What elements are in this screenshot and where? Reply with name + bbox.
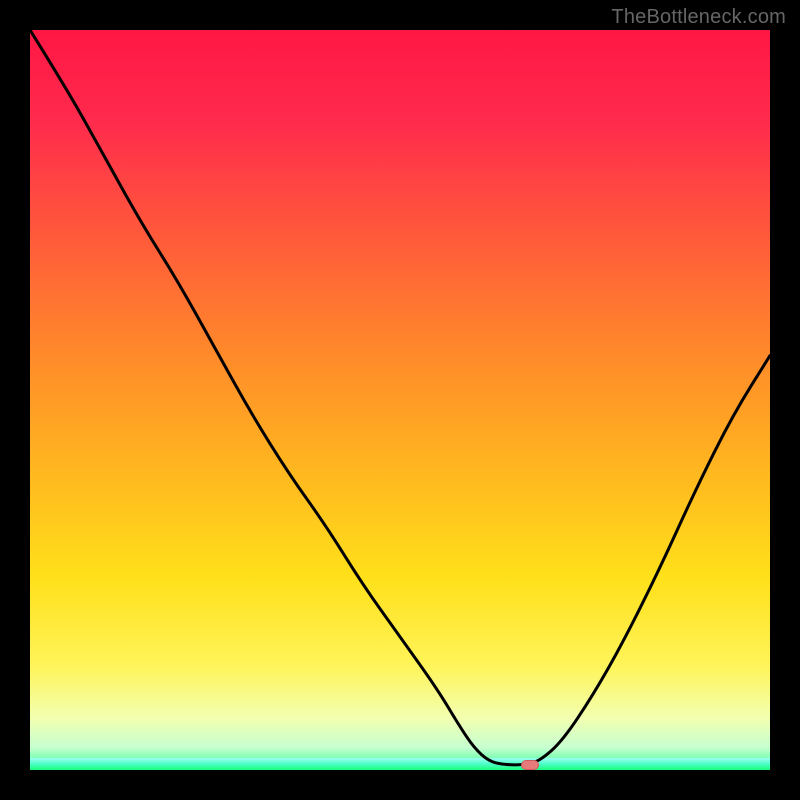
bottleneck-curve [30, 30, 770, 770]
chart-stage: TheBottleneck.com [0, 0, 800, 800]
optimal-marker [521, 760, 539, 770]
watermark-text: TheBottleneck.com [611, 6, 786, 29]
plot-area [30, 30, 770, 770]
